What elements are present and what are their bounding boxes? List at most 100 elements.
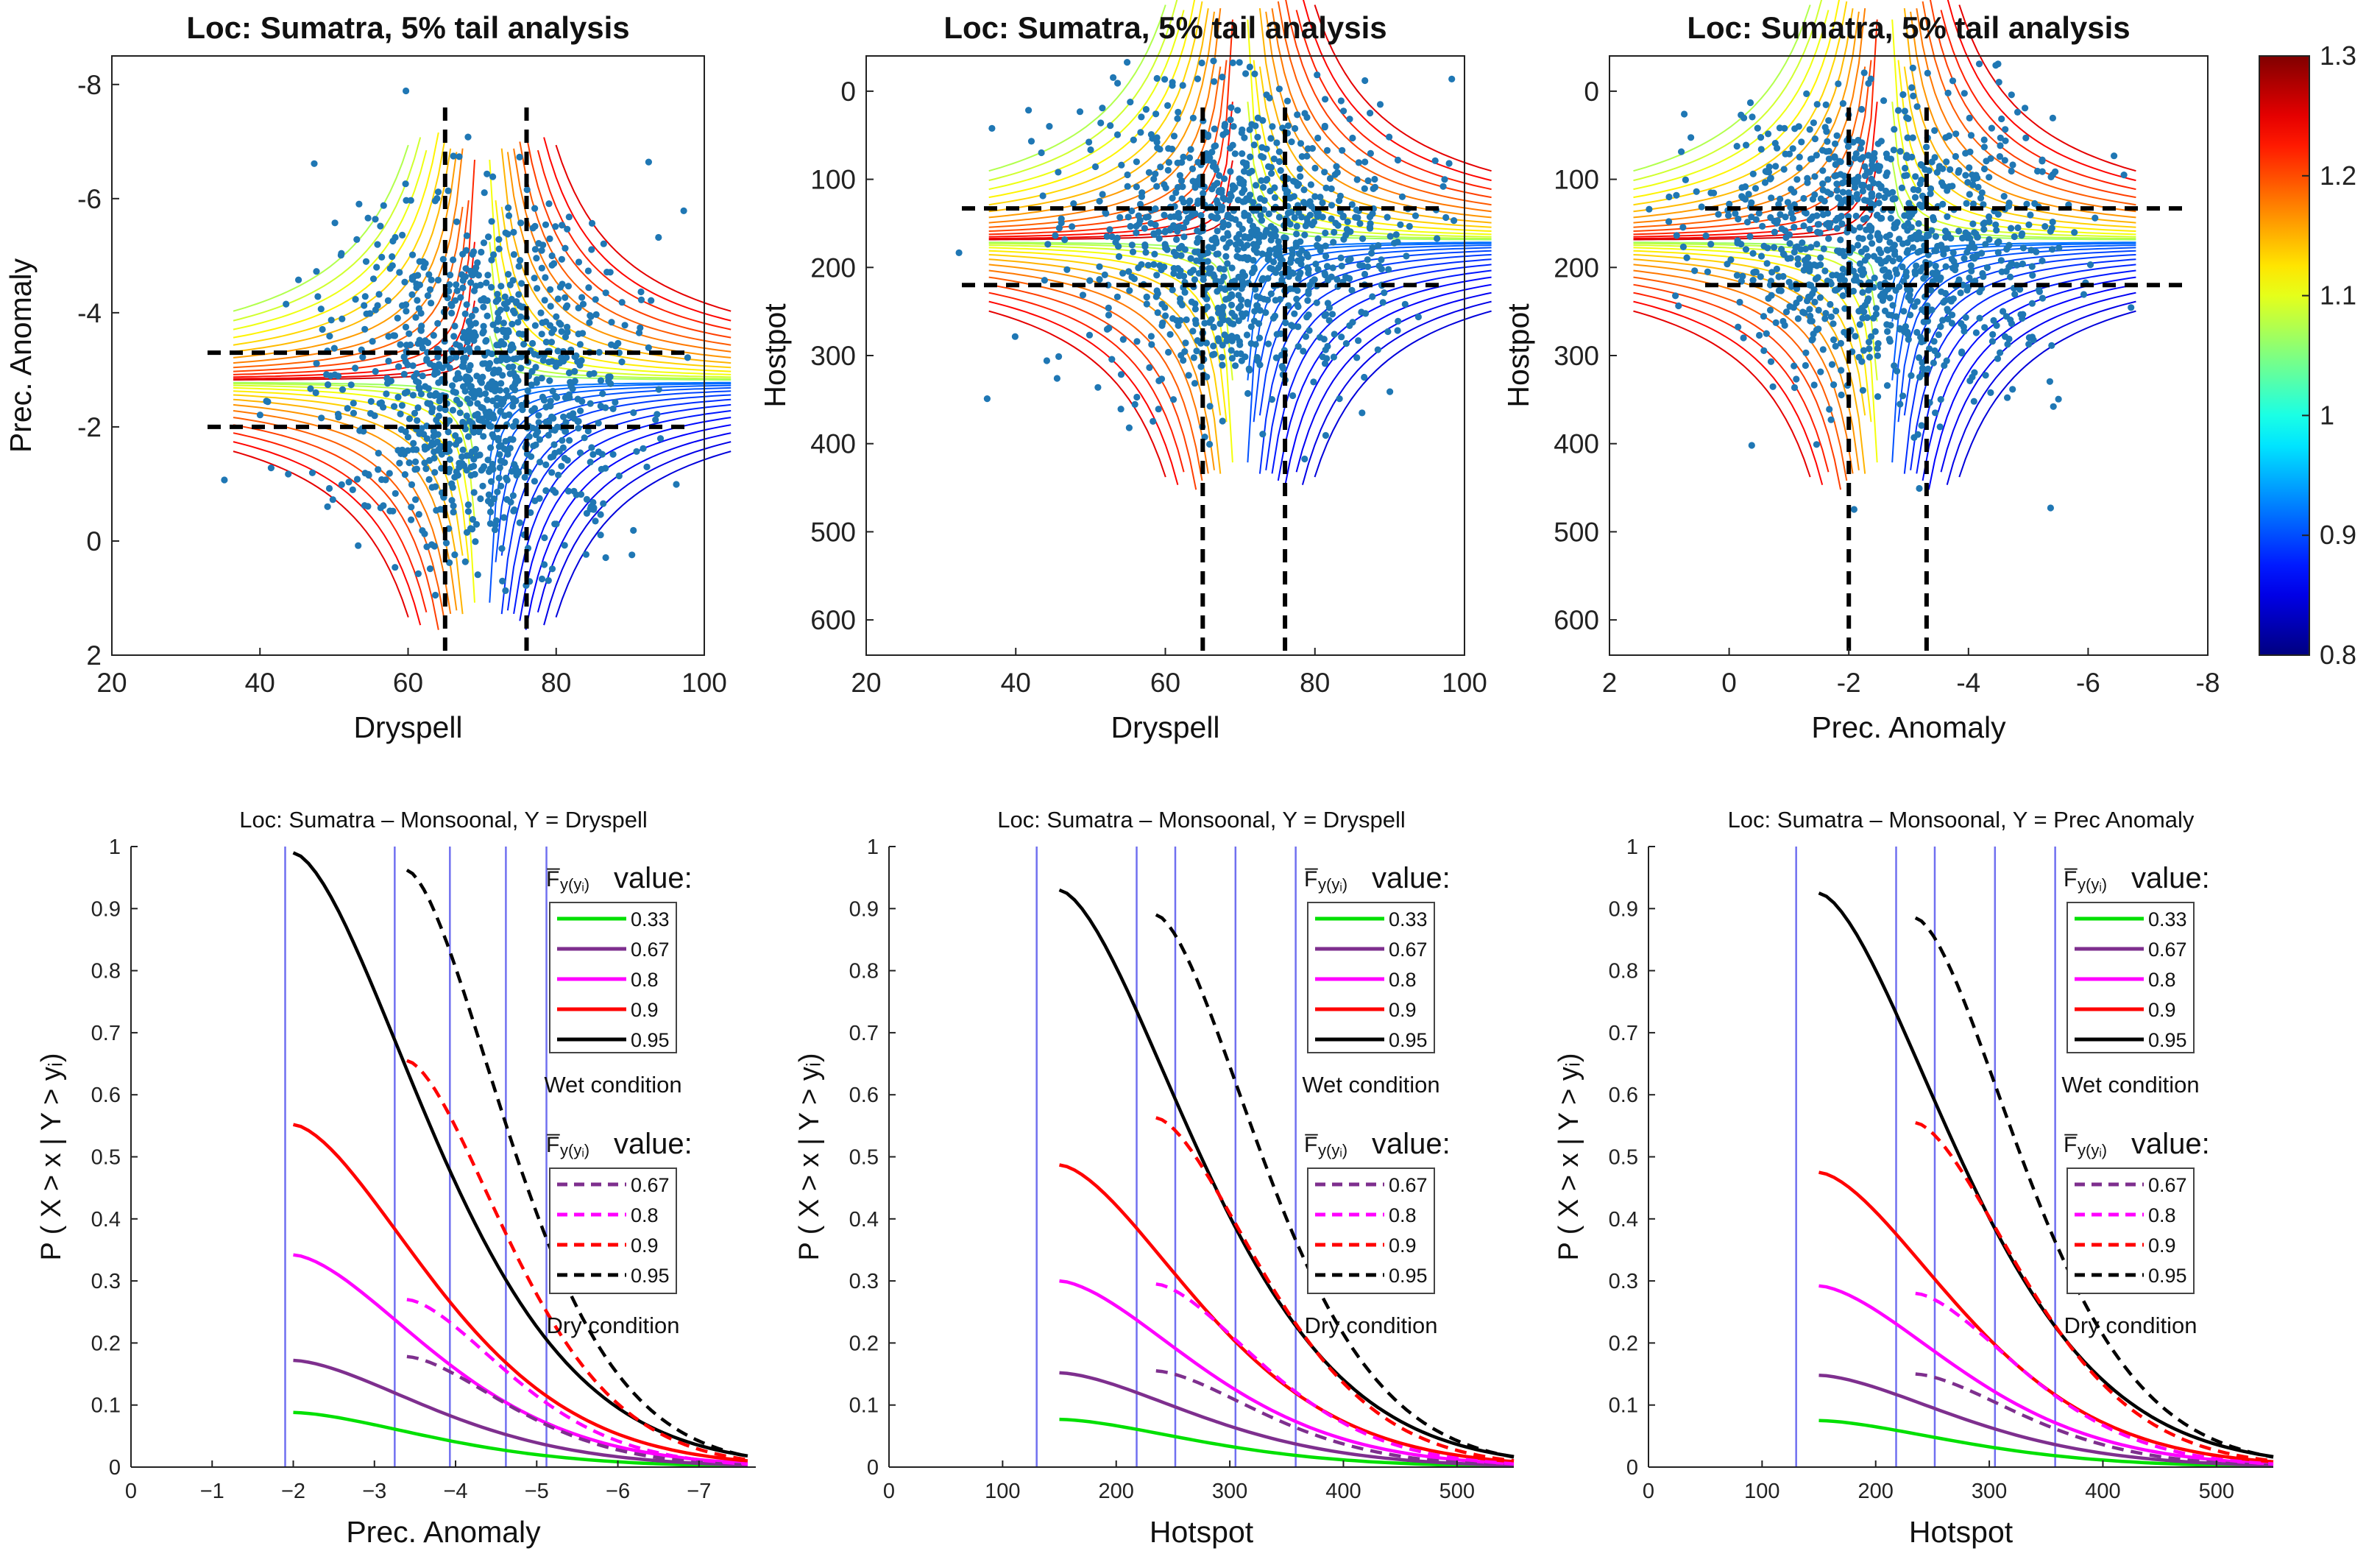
scatter-point [1806, 225, 1813, 233]
legend-header: value: [614, 862, 693, 894]
scatter-point [461, 273, 470, 280]
scatter-point [1820, 245, 1827, 252]
scatter-point [1806, 216, 1813, 224]
scatter-point [327, 317, 335, 324]
contour-line [1633, 4, 1811, 172]
contour-line [1633, 244, 1878, 381]
scatter-point [1805, 254, 1812, 261]
scatter-point [592, 296, 599, 303]
scatter-point [1967, 262, 1975, 269]
scatter-point [1321, 169, 1328, 176]
scatter-point [514, 319, 522, 326]
scatter-point [1191, 380, 1199, 387]
scatter-point [2000, 193, 2008, 200]
scatter-point [364, 214, 372, 222]
scatter-point [1850, 506, 1857, 513]
scatter-point [1175, 272, 1183, 280]
scatter-point [1328, 215, 1335, 222]
scatter-point [422, 465, 430, 473]
scatter-point [1839, 265, 1846, 273]
scatter-point [587, 459, 594, 466]
scatter-point [559, 222, 566, 229]
scatter-point [325, 381, 332, 389]
x-tick-label: −5 [525, 1480, 549, 1503]
y-tick-label: 0.2 [91, 1332, 121, 1355]
scatter-point [1293, 230, 1300, 238]
scatter-point [533, 255, 540, 262]
scatter-point [461, 558, 469, 565]
scatter-point [1919, 306, 1926, 314]
scatter-point [428, 541, 436, 548]
scatter-point [1170, 133, 1178, 140]
scatter-point [630, 526, 637, 534]
scatter-point [1108, 356, 1116, 363]
scatter-point [1244, 300, 1252, 308]
scatter-point [566, 437, 573, 444]
scatter-point [1978, 189, 1986, 197]
scatter-point [1948, 319, 1955, 327]
scatter-point [537, 309, 545, 317]
scatter-point [1748, 213, 1755, 221]
scatter-point [545, 419, 553, 426]
scatter-point [1972, 278, 1979, 285]
scatter-point [1205, 319, 1214, 326]
scatter-point [415, 384, 422, 391]
contour-line [233, 390, 470, 562]
contour-line [1922, 1, 2136, 206]
scatter-point [615, 339, 622, 347]
scatter-point [518, 280, 525, 287]
scatter-point [1295, 303, 1302, 311]
scatter-point [2039, 257, 2046, 264]
scatter-point [1824, 138, 1831, 145]
scatter-point [1896, 400, 1904, 408]
scatter-point [471, 388, 478, 395]
scatter-point [2013, 261, 2020, 269]
scatter-point [1164, 166, 1172, 174]
y-tick-label: 0.6 [849, 1084, 879, 1107]
scatter-point [1131, 400, 1138, 409]
scatter-point [317, 305, 325, 313]
scatter-point [1247, 191, 1254, 199]
scatter-point [1839, 188, 1846, 196]
scatter-point [1300, 347, 1307, 355]
scatter-point [1170, 269, 1177, 278]
scatter-point [1902, 154, 1910, 161]
scatter-point [1225, 239, 1233, 247]
scatter-point [680, 207, 687, 214]
y-tick-label: 0.5 [1609, 1146, 1638, 1170]
scatter-points [955, 57, 1458, 463]
scatter-point [1322, 242, 1329, 250]
scatter-point [1963, 249, 1971, 256]
scatter-point [1845, 189, 1852, 197]
scatter-point [589, 498, 597, 506]
contour-line [1295, 292, 1492, 473]
scatter-point [1166, 331, 1174, 338]
scatter-point [475, 416, 483, 423]
scatter-point [983, 395, 991, 403]
scatter-point [643, 463, 651, 470]
series-line-wet-0.95 [292, 851, 748, 1458]
y-tick-label: 0.3 [849, 1270, 879, 1293]
scatter-point [362, 258, 370, 265]
scatter-point [1937, 396, 1944, 403]
scatter-point [1786, 240, 1793, 247]
scatter-point [375, 450, 382, 457]
scatter-point [1883, 150, 1890, 158]
scatter-point [1153, 138, 1161, 146]
scatter-point [1838, 367, 1845, 374]
scatter-point [1994, 211, 2002, 218]
scatter-point [1292, 124, 1299, 133]
scatter-point [1338, 333, 1345, 341]
scatter-point [1332, 219, 1339, 227]
scatter-point [1810, 119, 1817, 127]
scatter-point [1321, 360, 1329, 367]
scatter-point [1219, 74, 1226, 81]
scatter-point [426, 392, 434, 399]
scatter-point [1838, 199, 1845, 207]
scatter-point [541, 297, 548, 304]
scatter-point [1263, 227, 1270, 234]
y-tick-label: 0.6 [91, 1084, 121, 1107]
scatter-point [1961, 90, 1968, 97]
scatter-point [2111, 152, 2118, 160]
